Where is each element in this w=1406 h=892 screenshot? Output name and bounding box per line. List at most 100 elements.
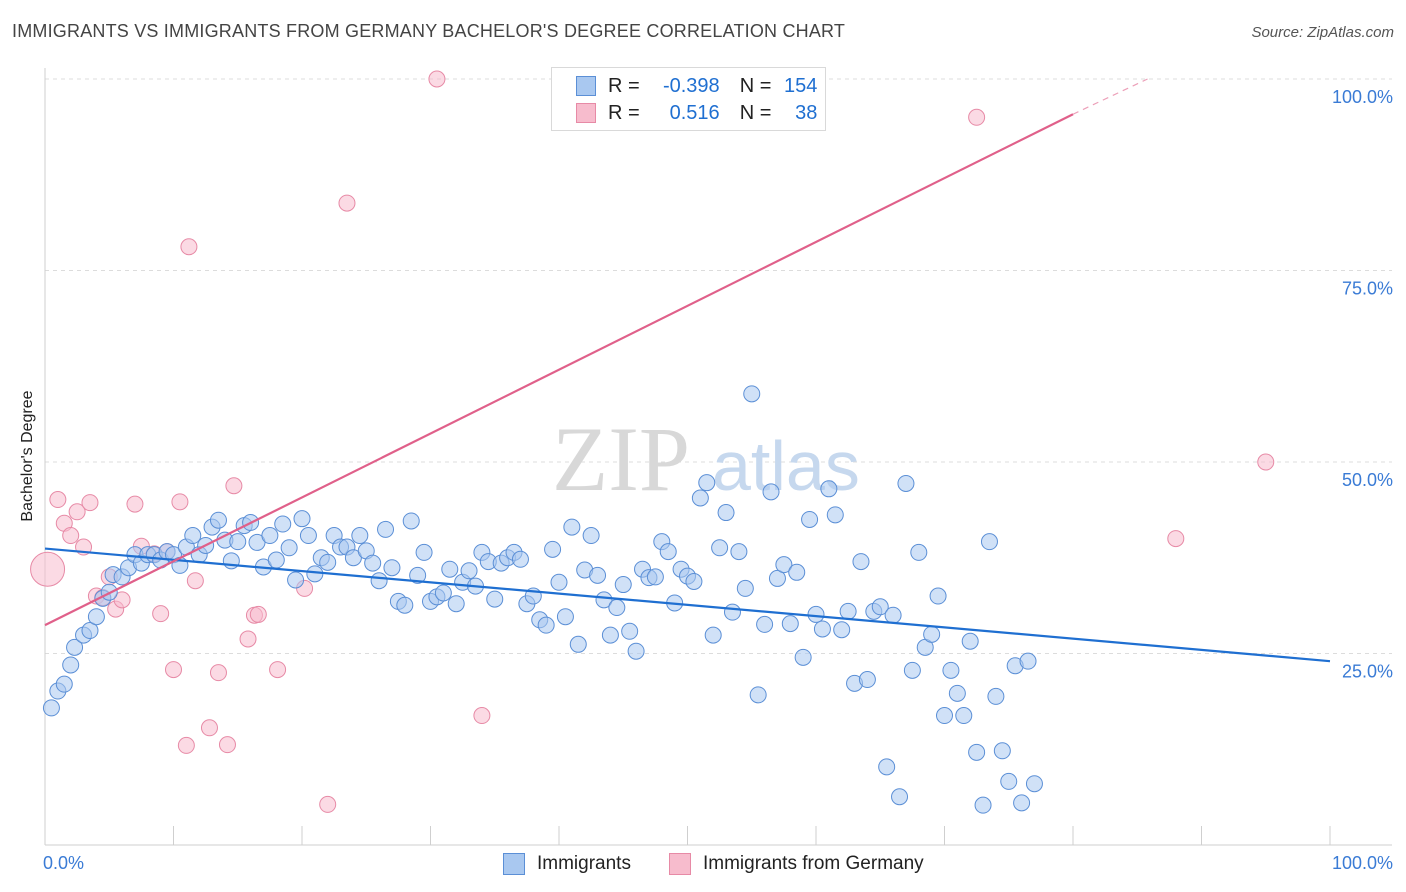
- legend-row-germany: R = 0.516 N = 38: [576, 100, 817, 126]
- germany-point: [186, 572, 204, 590]
- immigrants-point: [486, 590, 504, 608]
- immigrants-point: [987, 687, 1005, 705]
- immigrants-point: [762, 483, 780, 501]
- germany-point: [177, 736, 195, 754]
- immigrants-point: [87, 608, 105, 626]
- x-tick-label: 100.0%: [1332, 853, 1393, 873]
- immigrants-point: [460, 562, 478, 580]
- immigrants-point: [807, 605, 825, 623]
- germany-point: [1167, 530, 1185, 548]
- immigrants-point: [81, 622, 99, 640]
- germany-point: [338, 194, 356, 212]
- legend-n-value: 154: [784, 74, 818, 97]
- immigrants-point: [749, 686, 767, 704]
- germany-point: [30, 551, 66, 587]
- immigrants-point: [801, 510, 819, 528]
- immigrants-point: [685, 572, 703, 590]
- immigrants-point: [1025, 775, 1043, 793]
- immigrants-point: [299, 527, 317, 545]
- bottom-legend-label: Immigrants from Germany: [703, 853, 924, 874]
- immigrants-point: [955, 707, 973, 725]
- germany-point: [269, 661, 287, 679]
- immigrants-point: [402, 512, 420, 530]
- immigrants-point: [929, 587, 947, 605]
- immigrants-point: [556, 608, 574, 626]
- immigrants-point: [614, 576, 632, 594]
- germany-point: [68, 503, 86, 521]
- germany-trend-line: [44, 113, 1074, 627]
- immigrants-point: [781, 615, 799, 633]
- immigrants-point: [833, 621, 851, 639]
- immigrants-point: [608, 599, 626, 617]
- germany-point: [225, 477, 243, 495]
- immigrants-point: [582, 527, 600, 545]
- immigrants-trend-line: [44, 547, 1331, 663]
- immigrants-point: [55, 675, 73, 693]
- y-tick-label: 75.0%: [1342, 279, 1393, 299]
- immigrants-point: [1000, 772, 1018, 790]
- watermark-atlas: atlas: [712, 427, 860, 505]
- immigrants-point: [743, 385, 761, 403]
- germany-point: [49, 491, 67, 509]
- immigrants-point: [229, 533, 247, 551]
- immigrants-point: [993, 742, 1011, 760]
- bottom-legend-label: Immigrants: [537, 853, 631, 874]
- immigrants-point: [704, 626, 722, 644]
- immigrants-point: [878, 758, 896, 776]
- y-tick-label: 100.0%: [1332, 87, 1393, 107]
- immigrants-point: [287, 571, 305, 589]
- immigrants-point: [601, 626, 619, 644]
- immigrants-point: [923, 625, 941, 643]
- immigrants-point: [948, 684, 966, 702]
- immigrants-point: [447, 595, 465, 613]
- immigrants-point: [1013, 794, 1031, 812]
- immigrants-point: [66, 638, 84, 656]
- immigrants-point: [306, 565, 324, 583]
- legend-swatch-pink: [576, 103, 596, 123]
- trend-lines: [44, 78, 1331, 663]
- immigrants-point: [267, 551, 285, 569]
- germany-point: [209, 664, 227, 682]
- immigrants-point: [1019, 652, 1037, 670]
- legend-n-label: N =: [739, 74, 772, 97]
- immigrants-point: [550, 573, 568, 591]
- immigrants-point: [884, 606, 902, 624]
- immigrants-point: [730, 543, 748, 561]
- bottom-legend-immigrants: Immigrants: [503, 852, 631, 876]
- gridlines: [45, 78, 1392, 654]
- immigrants-point: [377, 520, 395, 538]
- germany-point: [473, 707, 491, 725]
- immigrants-point: [910, 543, 928, 561]
- immigrants-point: [184, 527, 202, 545]
- immigrants-point: [897, 474, 915, 492]
- immigrants-point: [293, 510, 311, 528]
- germany-point: [319, 795, 337, 813]
- immigrants-point: [788, 563, 806, 581]
- immigrants-point: [396, 596, 414, 614]
- immigrants-point: [409, 566, 427, 584]
- germany-point: [180, 238, 198, 256]
- immigrants-point: [717, 504, 735, 522]
- germany-point: [968, 108, 986, 126]
- immigrants-point: [756, 615, 774, 633]
- watermark-zip: ZIP: [552, 408, 690, 510]
- immigrants-point: [691, 489, 709, 507]
- immigrants-point: [794, 648, 812, 666]
- immigrants-point: [364, 554, 382, 572]
- germany-point: [428, 70, 446, 88]
- germany-point: [62, 527, 80, 545]
- immigrants-point: [415, 543, 433, 561]
- legend-r-label: R =: [608, 101, 640, 124]
- immigrants-point: [813, 620, 831, 638]
- y-tick-label: 50.0%: [1342, 470, 1393, 490]
- bottom-swatch-blue: [503, 853, 525, 875]
- axes: [44, 68, 1392, 846]
- immigrants-point: [319, 553, 337, 571]
- immigrants-point: [659, 543, 677, 561]
- immigrants-point: [537, 616, 555, 634]
- germany-point: [1257, 453, 1275, 471]
- immigrants-point: [974, 796, 992, 814]
- immigrants-points: [42, 385, 1043, 814]
- immigrants-point: [961, 632, 979, 650]
